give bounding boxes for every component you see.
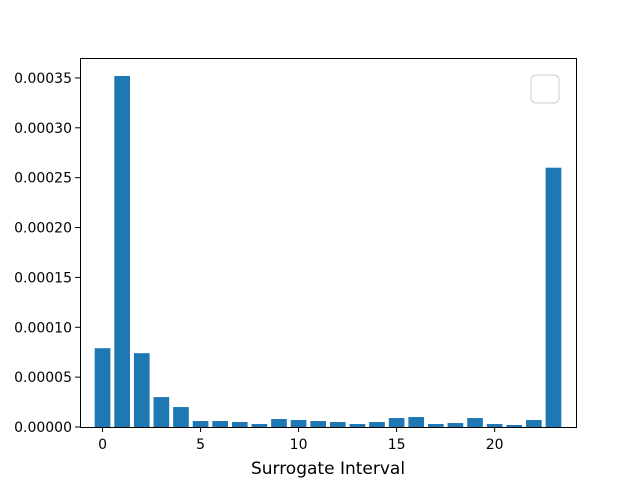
bar-3 [153, 397, 170, 427]
x-tick-label: 10 [290, 437, 308, 453]
bar-2 [133, 353, 150, 427]
plot-area-frame [80, 58, 577, 428]
bar-7 [231, 422, 248, 427]
bar-18 [447, 423, 464, 427]
bar-21 [506, 425, 523, 427]
bar-19 [467, 418, 483, 427]
y-tick-label: 0.00025 [14, 171, 72, 187]
y-tick-label: 0.00030 [14, 121, 72, 137]
bar-10 [290, 420, 307, 427]
x-axis-label: Surrogate Interval [251, 459, 405, 479]
bar-1 [114, 75, 130, 427]
y-tick-label: 0.00035 [14, 71, 72, 87]
bar-4 [173, 407, 189, 427]
bar-8 [251, 424, 268, 427]
legend-box [530, 74, 560, 104]
bar-15 [388, 418, 405, 427]
bar-11 [310, 421, 327, 427]
bar-20 [486, 424, 503, 427]
x-axis-ticks: 0 5 10 15 20 [98, 427, 504, 453]
x-tick-label: 20 [486, 437, 504, 453]
bar-22 [526, 420, 542, 427]
bar-17 [427, 424, 444, 427]
bar-6 [212, 421, 229, 427]
bar-13 [349, 424, 366, 427]
bar-12 [329, 422, 346, 427]
bar-9 [271, 419, 287, 427]
x-tick-label: 5 [196, 437, 205, 453]
bar-0 [94, 348, 111, 427]
y-tick-label: 0.00020 [14, 221, 72, 237]
bar-5 [192, 421, 209, 427]
y-tick-label: 0.00010 [14, 320, 72, 336]
bars-group [94, 75, 562, 427]
bar-14 [369, 422, 385, 427]
bar-16 [408, 417, 425, 427]
y-tick-label: 0.00000 [14, 420, 72, 436]
y-tick-label: 0.00015 [14, 270, 72, 286]
x-tick-label: 0 [98, 437, 107, 453]
y-axis-ticks: 0.00000 0.00005 0.00010 0.00015 0.00020 0.000… [14, 71, 80, 436]
y-tick-label: 0.00005 [14, 370, 72, 386]
bar-23 [545, 167, 562, 427]
x-tick-label: 15 [388, 437, 406, 453]
